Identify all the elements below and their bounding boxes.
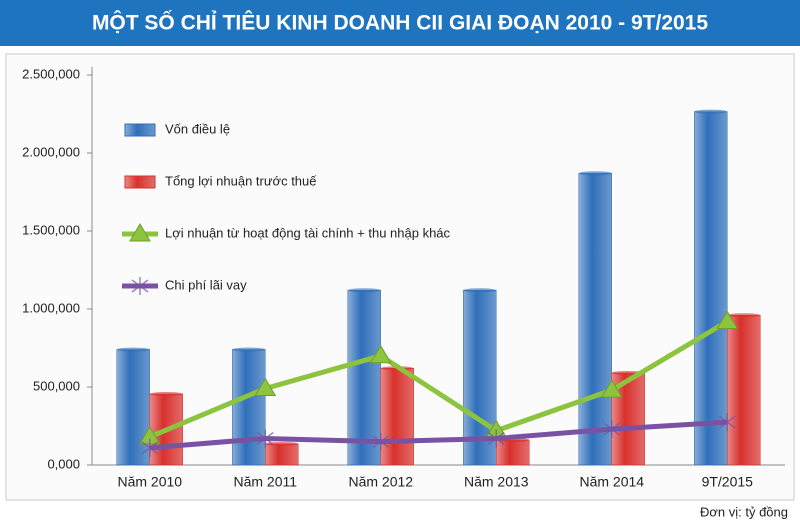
x-tick-label: Năm 2010: [117, 474, 182, 490]
y-tick-label: 2.500,000: [22, 66, 80, 81]
bar: [727, 314, 761, 466]
x-marker: [603, 420, 621, 439]
bar: [578, 173, 612, 466]
triangle-marker: [716, 310, 739, 329]
legend-swatch: [124, 175, 156, 189]
triangle-marker: [369, 344, 392, 364]
legend-label: Tổng lợi nhuận trước thuế: [165, 173, 317, 188]
legend-marker: [131, 277, 149, 295]
line: [148, 319, 729, 440]
y-tick-label: 1.000,000: [22, 300, 80, 315]
bar: [116, 349, 150, 466]
bar: [232, 349, 266, 466]
bar-cap: [727, 313, 761, 318]
legend-swatch: [124, 123, 156, 137]
bar: [380, 368, 414, 466]
line: [149, 419, 728, 451]
x-marker: [141, 438, 159, 457]
x-marker: [487, 429, 505, 448]
bar: [265, 443, 299, 466]
x-tick-label: Năm 2014: [579, 474, 644, 490]
x-marker: [718, 413, 736, 432]
bar-cap: [694, 109, 728, 114]
bar-cap: [232, 347, 266, 352]
bar-cap: [265, 441, 299, 446]
legend-marker: [129, 223, 151, 242]
y-tick-label: 500,000: [33, 378, 80, 393]
bar: [694, 111, 728, 466]
bar-cap: [463, 288, 497, 293]
y-tick-label: 1.500,000: [22, 222, 80, 237]
bar-cap: [578, 171, 612, 176]
y-tick-label: 0,000: [47, 456, 80, 471]
bar-cap: [116, 347, 150, 352]
legend-label: Vốn điều lệ: [165, 121, 230, 136]
unit-note: Đơn vị: tỷ đồng: [700, 504, 788, 519]
bar: [347, 290, 381, 466]
chart-title: MỘT SỐ CHỈ TIÊU KINH DOANH CII GIAI ĐOẠN…: [92, 11, 708, 35]
x-tick-label: Năm 2013: [464, 474, 529, 490]
title-banner: [0, 0, 800, 46]
bar: [496, 439, 530, 466]
x-tick-label: 9T/2015: [702, 474, 754, 490]
triangle-marker: [600, 379, 623, 398]
x-marker: [256, 429, 274, 448]
legend-label: Lợi nhuận từ hoạt động tài chính + thu n…: [165, 225, 451, 240]
bar-cap: [149, 392, 183, 397]
x-tick-label: Năm 2012: [348, 474, 413, 490]
y-tick-label: 2.000,000: [22, 144, 80, 159]
legend-label: Chi phí lãi vay: [165, 277, 247, 292]
bar-cap: [347, 288, 381, 293]
triangle-marker: [254, 377, 277, 397]
x-marker: [372, 432, 390, 451]
x-tick-label: Năm 2011: [233, 474, 297, 490]
